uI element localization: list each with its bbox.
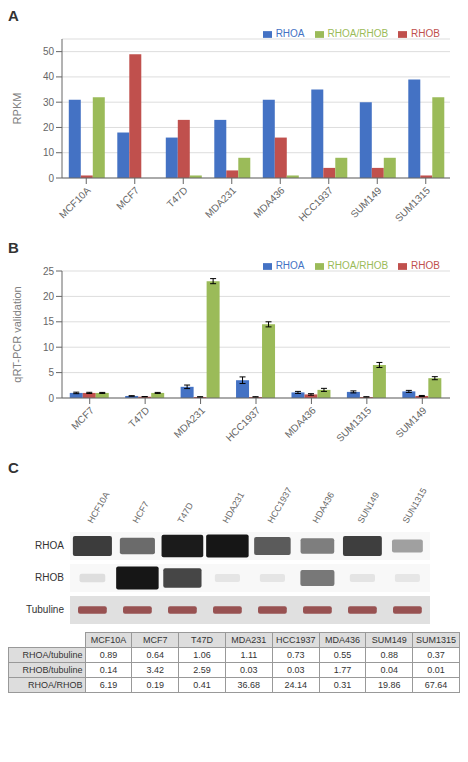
svg-text:5: 5 [48,367,54,378]
svg-text:HDA436: HDA436 [311,491,337,525]
svg-text:15: 15 [43,316,55,327]
svg-text:HCC1937: HCC1937 [224,404,263,443]
svg-text:30: 30 [43,97,55,108]
svg-text:20: 20 [43,122,55,133]
svg-text:20: 20 [43,291,55,302]
svg-text:10: 10 [43,147,55,158]
svg-text:HDA231: HDA231 [221,491,247,525]
svg-text:T47D: T47D [127,405,152,430]
html-text:RHOB: RHOB [411,28,440,39]
svg-text:MDA436: MDA436 [283,404,319,440]
html-text:24.14: 24.14 [284,680,307,690]
html-text:C: C [8,459,19,476]
html-text:T47D: T47D [191,635,213,645]
html-text:MDA436: MDA436 [325,635,360,645]
html-text:RHOB/tubuline: RHOB/tubuline [22,665,83,675]
html-text:0.04: 0.04 [380,665,398,675]
html-text:67.64: 67.64 [424,680,448,690]
html-text:RHOA/tubuline: RHOA/tubuline [22,650,83,660]
svg-text:RPKM: RPKM [11,93,23,125]
svg-text:40: 40 [43,71,55,82]
html-text:2.59: 2.59 [193,665,211,675]
html-text:0.37: 0.37 [427,650,445,660]
svg-text:0: 0 [48,173,54,184]
html-text:1.11: 1.11 [240,650,258,660]
html-text:3.42: 3.42 [146,665,164,675]
svg-text:10: 10 [43,342,55,353]
html-text:0.03: 0.03 [240,665,258,675]
html-text:B: B [8,239,19,256]
html-text:0.31: 0.31 [333,680,352,690]
svg-text:qRT-PCR validation: qRT-PCR validation [11,286,23,382]
html-text:0.03: 0.03 [286,665,305,675]
html-text:19.86: 19.86 [378,680,401,690]
svg-text:25: 25 [43,266,55,277]
html-text:MDA231: MDA231 [231,635,267,645]
svg-text:SUM149: SUM149 [348,184,384,220]
svg-text:T47D: T47D [165,185,190,210]
html-text:A: A [8,7,19,24]
svg-text:SUM149: SUM149 [393,404,429,440]
svg-text:SUM1315: SUM1315 [393,184,433,224]
html-text:0.55: 0.55 [333,650,352,660]
html-text:1.77: 1.77 [333,665,352,675]
svg-text:0: 0 [48,393,54,404]
svg-text:MDA231: MDA231 [172,404,208,440]
html-text:RHOA: RHOA [275,260,305,271]
html-text:0.73: 0.73 [286,650,305,660]
html-text:RHOA: RHOA [275,28,305,39]
html-text:RHOA: RHOA [35,540,64,551]
html-text:0.88: 0.88 [380,650,398,660]
html-text:0.89: 0.89 [99,650,118,660]
html-text:RHOA/RHOB: RHOA/RHOB [28,680,83,690]
html-text:36.68: 36.68 [237,680,261,690]
svg-text:HCC1937: HCC1937 [296,184,335,223]
svg-text:MCF7: MCF7 [114,184,141,211]
html-text:0.41: 0.41 [193,680,211,690]
svg-text:SUN149: SUN149 [356,491,382,525]
html-text:SUM149: SUM149 [371,635,407,645]
svg-text:MCF10A: MCF10A [57,184,93,220]
svg-text:MDA436: MDA436 [251,184,287,220]
svg-text:50: 50 [43,46,55,57]
html-text:0.01: 0.01 [427,665,445,675]
html-text:MCF10A: MCF10A [90,635,127,645]
html-text:0.19: 0.19 [146,680,164,690]
svg-text:SUM1315: SUM1315 [334,404,374,444]
html-text:6.19: 6.19 [99,680,118,690]
svg-text:T47D: T47D [176,501,196,525]
html-text:HCC1937: HCC1937 [275,635,316,645]
html-text:RHOB: RHOB [411,260,440,271]
html-text:MCF7: MCF7 [143,635,168,645]
html-text:RHOA/RHOB: RHOA/RHOB [327,260,389,271]
html-text:SUM1315: SUM1315 [416,635,457,645]
html-text:0.14: 0.14 [99,665,118,675]
svg-text:HCC1937: HCC1937 [266,486,294,525]
html-text:Tubuline: Tubuline [26,604,64,615]
svg-text:MCF7: MCF7 [69,404,96,431]
svg-text:MDA231: MDA231 [203,184,239,220]
html-text:RHOB: RHOB [35,572,64,583]
svg-text:HCF10A: HCF10A [86,490,112,525]
html-text:1.06: 1.06 [193,650,211,660]
svg-text:SUN1315: SUN1315 [401,486,429,525]
svg-text:HCF7: HCF7 [131,500,151,525]
html-text:0.64: 0.64 [146,650,164,660]
html-text:RHOA/RHOB: RHOA/RHOB [327,28,389,39]
